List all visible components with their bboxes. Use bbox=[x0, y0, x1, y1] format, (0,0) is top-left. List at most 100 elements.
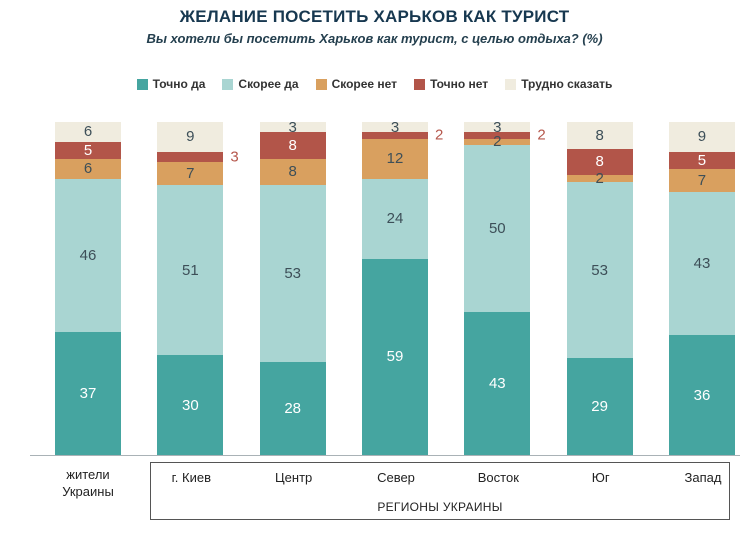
segment-value-label: 5 bbox=[697, 151, 707, 169]
bar-segment: 8 bbox=[259, 158, 326, 186]
legend-label: Скорее нет bbox=[331, 77, 398, 91]
segment-value-label: 12 bbox=[386, 150, 404, 168]
bar-segment: 8 bbox=[566, 148, 633, 176]
bar-segment: 7 bbox=[157, 161, 224, 186]
bar-segment: 3 bbox=[361, 118, 428, 136]
bar-segment: 53 bbox=[259, 185, 326, 362]
bar-segment: 3 bbox=[157, 149, 239, 164]
legend-item-skoree-da: Скорее да bbox=[222, 77, 299, 91]
bar-segment: 9 bbox=[157, 122, 224, 152]
bar-segment: 30 bbox=[157, 355, 224, 455]
legend-label: Точно нет bbox=[430, 77, 489, 91]
region-box-title: РЕГИОНЫ УКРАИНЫ bbox=[377, 500, 503, 514]
bar-2: 3 8 8 53 28 bbox=[259, 118, 326, 455]
region-box: РЕГИОНЫ УКРАИНЫ г. Киев Центр Север Восток Ю… bbox=[150, 462, 730, 520]
segment-value-label: 43 bbox=[488, 374, 506, 392]
bar-segment: 29 bbox=[566, 358, 633, 455]
segment-value-label: 3 bbox=[493, 118, 502, 136]
segment-value-label: 30 bbox=[181, 396, 199, 414]
bar-segment: 46 bbox=[55, 178, 121, 332]
segment-value-label: 6 bbox=[83, 160, 93, 178]
legend-item-tochno-net: Точно нет bbox=[414, 77, 488, 91]
bar-segment: 5 bbox=[668, 151, 735, 169]
category-label-zhiteli-ukrainy: жители Украины bbox=[62, 467, 114, 499]
segment-value-label: 3 bbox=[390, 118, 400, 136]
region-label-3: Север bbox=[377, 470, 415, 485]
segment-value-label: 36 bbox=[693, 386, 711, 404]
legend-swatch-icon bbox=[315, 78, 327, 90]
segment-value-label: 6 bbox=[83, 123, 93, 141]
segment-value-label: 7 bbox=[697, 171, 707, 189]
bar-segment: 43 bbox=[464, 311, 531, 455]
segment-value-label: 9 bbox=[697, 128, 707, 146]
bar-segment: 43 bbox=[668, 191, 735, 336]
bar-segment: 6 bbox=[55, 122, 121, 142]
segment-value-label: 53 bbox=[284, 264, 301, 282]
segment-value-label: 28 bbox=[284, 399, 301, 417]
legend-swatch-icon bbox=[414, 78, 426, 90]
legend-swatch-icon bbox=[505, 78, 517, 90]
segment-value-label: 2 bbox=[493, 133, 502, 151]
bar-segment: 3 bbox=[259, 118, 326, 136]
bar-segment: 7 bbox=[668, 168, 735, 192]
segment-value-label: 2 bbox=[434, 126, 444, 144]
segment-value-label: 8 bbox=[288, 136, 297, 154]
bar-5: 8 8 2 53 29 bbox=[566, 122, 633, 455]
bar-segment: 6 bbox=[55, 158, 121, 179]
chart-bars: 6 5 6 46 37 9 3 7 51 30 3 8 8 53 28 3 2 12 24 59 3 2 2 50 43 8 8 2 5… bbox=[55, 118, 735, 455]
x-axis-line bbox=[30, 455, 740, 456]
legend-swatch-icon bbox=[136, 78, 148, 90]
segment-value-label: 9 bbox=[186, 128, 195, 146]
bar-segment: 8 bbox=[566, 122, 633, 149]
segment-value-label: 51 bbox=[181, 261, 199, 279]
legend-swatch-icon bbox=[222, 78, 234, 90]
chart-title: ЖЕЛАНИЕ ПОСЕТИТЬ ХАРЬКОВ КАК ТУРИСТ bbox=[179, 7, 570, 26]
segment-value-label: 5 bbox=[83, 141, 93, 159]
region-label-5: Юг bbox=[591, 470, 610, 485]
segment-value-label: 59 bbox=[386, 348, 404, 366]
segment-value-label: 24 bbox=[386, 210, 404, 228]
region-label-4: Восток bbox=[477, 470, 519, 485]
region-label-1: г. Киев bbox=[171, 470, 212, 485]
bar-6: 9 5 7 43 36 bbox=[668, 122, 735, 455]
bar-segment: 2 bbox=[464, 128, 546, 143]
bar-segment: 5 bbox=[55, 141, 121, 159]
segment-value-label: 53 bbox=[591, 261, 608, 279]
segment-value-label: 3 bbox=[230, 148, 239, 166]
bar-segment: 2 bbox=[464, 134, 531, 149]
segment-value-label: 50 bbox=[488, 220, 506, 238]
region-label-6: Запад bbox=[684, 470, 722, 485]
bar-segment: 37 bbox=[55, 331, 121, 455]
segment-value-label: 2 bbox=[595, 170, 604, 188]
region-label-2: Центр bbox=[275, 470, 313, 485]
segment-value-label: 2 bbox=[537, 126, 546, 144]
bar-1: 9 3 7 51 30 bbox=[157, 122, 239, 455]
chart-subtitle: Вы хотели бы посетить Харьков как турист… bbox=[146, 31, 603, 46]
bar-segment: 8 bbox=[259, 131, 326, 159]
legend-item-tochno-da: Точно да bbox=[136, 77, 206, 91]
segment-value-label: 3 bbox=[288, 118, 297, 136]
bar-segment: 36 bbox=[668, 335, 735, 455]
bar-segment: 12 bbox=[361, 138, 428, 179]
segment-value-label: 29 bbox=[591, 398, 608, 416]
bar-segment: 59 bbox=[361, 258, 428, 455]
bar-segment: 51 bbox=[157, 185, 224, 356]
legend-item-skoree-net: Скорее нет bbox=[315, 77, 398, 91]
bar-segment: 50 bbox=[464, 145, 531, 312]
bar-segment: 53 bbox=[566, 181, 633, 359]
bar-4: 3 2 2 50 43 bbox=[464, 118, 546, 455]
bar-segment: 2 bbox=[361, 128, 443, 143]
bar-3: 3 2 12 24 59 bbox=[361, 118, 443, 455]
bar-segment: 3 bbox=[464, 118, 531, 136]
legend-label: Точно да bbox=[152, 77, 206, 91]
segment-value-label: 8 bbox=[595, 126, 604, 144]
segment-value-label: 43 bbox=[693, 255, 711, 272]
segment-value-label: 7 bbox=[186, 165, 195, 183]
segment-value-label: 8 bbox=[595, 153, 604, 171]
legend-item-trudno-skazat: Трудно сказать bbox=[505, 77, 612, 91]
bar-0: 6 5 6 46 37 bbox=[55, 122, 121, 455]
bar-segment: 28 bbox=[259, 361, 326, 455]
chart-legend: Точно да Скорее да Скорее нет Точно нет … bbox=[0, 77, 749, 91]
bar-segment: 2 bbox=[566, 171, 633, 186]
